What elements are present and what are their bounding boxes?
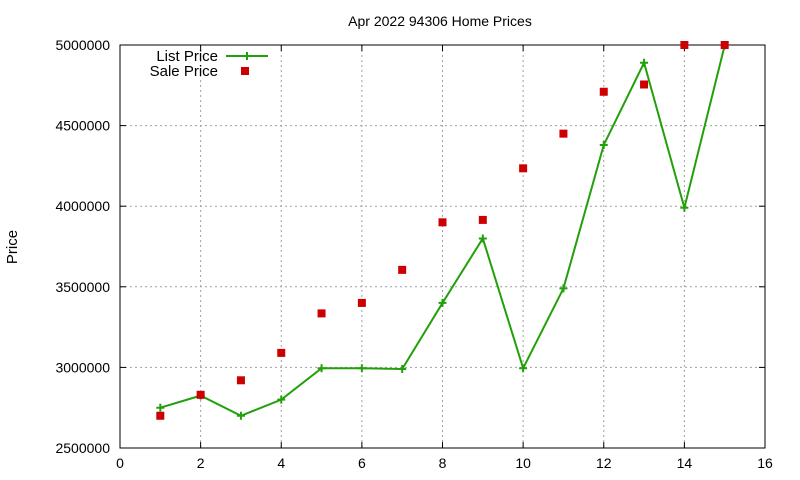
sale-price-point bbox=[559, 129, 568, 138]
sale-price-point bbox=[398, 265, 407, 274]
list-price-point bbox=[640, 58, 649, 67]
x-tick-label: 16 bbox=[757, 455, 773, 471]
x-tick-label: 14 bbox=[677, 455, 693, 471]
y-tick-label: 2500000 bbox=[55, 440, 110, 456]
y-tick-label: 3500000 bbox=[55, 279, 110, 295]
sale-price-point bbox=[720, 41, 729, 49]
sale-price-point bbox=[357, 298, 366, 307]
sale-price-point bbox=[519, 164, 528, 173]
x-tick-label: 0 bbox=[116, 455, 124, 471]
x-tick-label: 10 bbox=[515, 455, 531, 471]
y-tick-label: 4500000 bbox=[55, 118, 110, 134]
legend-label-sale-price: Sale Price bbox=[150, 63, 218, 80]
sale-price-point bbox=[478, 215, 487, 224]
list-price-point bbox=[438, 298, 447, 307]
sale-price-point bbox=[599, 87, 608, 96]
list-price-point bbox=[236, 411, 245, 420]
sale-price-point bbox=[277, 348, 286, 357]
list-price-point bbox=[398, 365, 407, 374]
y-tick-label: 4000000 bbox=[55, 198, 110, 214]
y-tick-label: 5000000 bbox=[55, 37, 110, 53]
list-price-point bbox=[156, 403, 165, 412]
list-price-point bbox=[317, 364, 326, 373]
axis-ticks: 0 2 4 6 8 10 12 14 16 2500000 3000000 3500000 400000… bbox=[55, 37, 773, 471]
y-tick-label: 3000000 bbox=[55, 359, 110, 375]
chart-title: Apr 2022 94306 Home Prices bbox=[348, 13, 532, 29]
x-tick-label: 12 bbox=[596, 455, 612, 471]
sale-price-point bbox=[680, 41, 689, 49]
x-tick-label: 6 bbox=[358, 455, 366, 471]
list-price-point bbox=[599, 140, 608, 149]
legend-label-list-price: List Price bbox=[156, 48, 218, 65]
list-price-point bbox=[680, 203, 689, 212]
sale-price-point bbox=[640, 80, 649, 89]
gridlines bbox=[120, 45, 765, 448]
sale-price-point bbox=[196, 390, 205, 399]
x-tick-label: 2 bbox=[197, 455, 205, 471]
sale-price-point bbox=[236, 376, 245, 385]
sale-price-point bbox=[317, 309, 326, 318]
sale-price-point bbox=[438, 218, 447, 227]
list-price-point bbox=[357, 364, 366, 373]
legend-marker-sale-price bbox=[241, 67, 249, 75]
list-price-point bbox=[277, 395, 286, 404]
list-price-point bbox=[559, 284, 568, 293]
sale-price-point bbox=[156, 411, 165, 420]
legend-marker-list-price bbox=[243, 52, 251, 60]
y-axis-label: Price bbox=[4, 230, 21, 264]
data-series bbox=[156, 41, 729, 420]
x-tick-label: 8 bbox=[439, 455, 447, 471]
list-price-point bbox=[519, 364, 528, 373]
x-tick-label: 4 bbox=[277, 455, 285, 471]
list-price-point bbox=[478, 234, 487, 243]
